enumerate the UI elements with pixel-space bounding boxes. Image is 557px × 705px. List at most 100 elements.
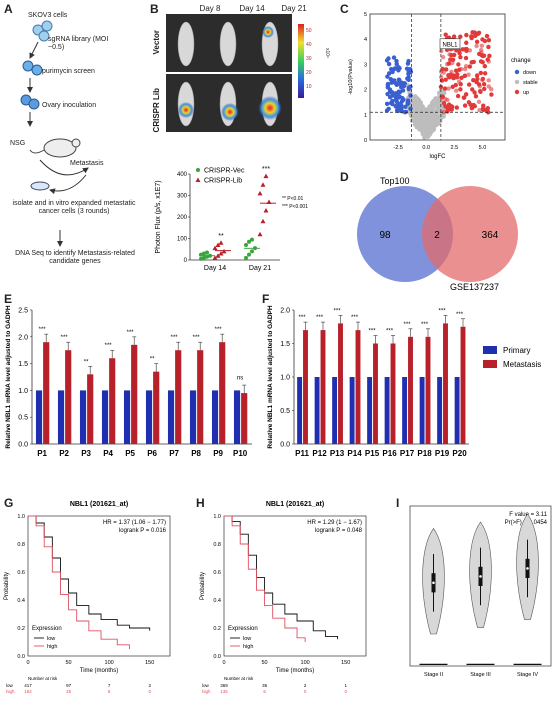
data-point-vec bbox=[199, 256, 203, 261]
x-tick-label: 50 bbox=[262, 660, 268, 666]
colorbar bbox=[298, 24, 304, 98]
up-point bbox=[466, 82, 472, 87]
panel-e-bar: 0.0 0.5 1.0 1.5 2.0 2.5 *** P1 *** P2 ** P3 *** P4 ***… bbox=[0, 292, 262, 496]
stable-point bbox=[439, 105, 444, 110]
legend-label: Metastasis bbox=[503, 360, 541, 369]
up-point bbox=[452, 75, 458, 80]
up-point bbox=[439, 48, 444, 54]
down-point bbox=[408, 106, 413, 111]
stable-point bbox=[437, 116, 443, 121]
venn-set-a-name: Top100 bbox=[380, 176, 410, 186]
step-nsg: NSG bbox=[10, 140, 26, 147]
x-tick-label: 2.5 bbox=[451, 145, 459, 151]
stats-legend: *** P<0.001 bbox=[282, 204, 308, 210]
up-point bbox=[479, 43, 485, 48]
legend-title: Expression bbox=[32, 626, 62, 632]
data-point-vec bbox=[244, 242, 248, 247]
up-point bbox=[461, 95, 467, 100]
stable-point bbox=[414, 112, 420, 118]
y-tick-label: 1.0 bbox=[17, 514, 25, 520]
x-tick-label: 100 bbox=[301, 660, 310, 666]
y-tick-label: 3 bbox=[364, 62, 367, 68]
data-point-vec bbox=[205, 250, 209, 255]
risk-table-label: Number at risk bbox=[224, 676, 254, 681]
legend-swatch bbox=[483, 360, 497, 368]
up-point bbox=[463, 55, 469, 61]
y-tick-label: 5 bbox=[364, 12, 367, 18]
x-tick-label: P18 bbox=[417, 449, 432, 458]
legend-label: high bbox=[47, 644, 57, 650]
violin-median bbox=[432, 581, 435, 585]
legend-swatch bbox=[483, 346, 497, 354]
x-tick-label: Stage IV bbox=[517, 672, 538, 678]
up-point bbox=[466, 100, 472, 105]
y-axis-label: Relative NBL1 mRNA level adjusted to GAD… bbox=[267, 305, 274, 448]
data-point-vec bbox=[202, 255, 206, 260]
panel-d-venn: Top100 GSE137237 98 2 364 bbox=[340, 170, 557, 292]
x-tick-label: Day 21 bbox=[249, 265, 271, 272]
bar-metastasis bbox=[303, 330, 308, 444]
stable-point bbox=[422, 135, 427, 140]
significance-mark: *** bbox=[456, 312, 464, 318]
y-tick-label: 0.4 bbox=[17, 598, 25, 604]
down-point bbox=[399, 99, 405, 104]
day-label: Day 14 bbox=[239, 4, 265, 13]
x-tick-label: P10 bbox=[233, 449, 248, 458]
venn-set-b bbox=[422, 186, 518, 282]
bar-metastasis bbox=[197, 350, 204, 444]
up-point bbox=[472, 90, 477, 95]
bioluminescence-images bbox=[166, 14, 304, 132]
y-tick-label: 0.5 bbox=[280, 408, 290, 415]
x-tick-label: -2.5 bbox=[393, 145, 402, 151]
stable-point bbox=[413, 103, 418, 108]
up-point bbox=[460, 47, 465, 52]
up-point bbox=[458, 66, 464, 72]
stable-point bbox=[421, 123, 426, 129]
bar-primary bbox=[454, 377, 460, 444]
down-point bbox=[386, 56, 391, 61]
down-point bbox=[388, 77, 393, 82]
up-point bbox=[474, 73, 480, 78]
y-axis-label: Probability bbox=[4, 572, 10, 600]
bar-primary bbox=[189, 390, 197, 444]
up-point bbox=[442, 86, 448, 91]
down-point bbox=[397, 94, 402, 99]
up-point bbox=[454, 105, 460, 110]
y-tick-label: 0.5 bbox=[18, 415, 28, 422]
down-point bbox=[401, 83, 407, 89]
down-point bbox=[408, 84, 413, 89]
day-label: Day 8 bbox=[199, 4, 221, 13]
legend-marker bbox=[514, 69, 520, 75]
bar-primary bbox=[332, 377, 338, 444]
down-point bbox=[393, 104, 398, 109]
up-point bbox=[479, 50, 484, 55]
up-point bbox=[478, 70, 484, 76]
up-point bbox=[484, 33, 490, 39]
up-point bbox=[456, 79, 462, 84]
data-point-lib bbox=[257, 231, 263, 237]
workflow-graphics bbox=[20, 20, 89, 247]
y-tick-label: 0.2 bbox=[17, 626, 25, 632]
risk-low: 369 bbox=[220, 683, 228, 688]
stable-point bbox=[425, 111, 430, 116]
x-axis-label: Time (months) bbox=[80, 668, 118, 674]
risk-row-low: low bbox=[6, 683, 14, 688]
up-point bbox=[480, 106, 486, 112]
bar-metastasis bbox=[241, 393, 248, 444]
down-point bbox=[408, 93, 413, 98]
down-point bbox=[406, 58, 411, 64]
bar-primary bbox=[402, 377, 408, 444]
up-point bbox=[451, 52, 457, 58]
bar-primary bbox=[419, 377, 425, 444]
data-point-lib bbox=[221, 248, 227, 254]
y-tick-label: 0.0 bbox=[17, 654, 25, 660]
x-tick-label: P2 bbox=[59, 449, 69, 458]
stable-point bbox=[441, 114, 446, 119]
bar-metastasis bbox=[175, 350, 182, 444]
logrank-p: logrank P = 0.016 bbox=[119, 528, 167, 534]
up-point bbox=[440, 54, 446, 60]
stable-point bbox=[434, 96, 439, 101]
up-point bbox=[478, 59, 484, 64]
y-tick-label: 1.0 bbox=[213, 514, 221, 520]
